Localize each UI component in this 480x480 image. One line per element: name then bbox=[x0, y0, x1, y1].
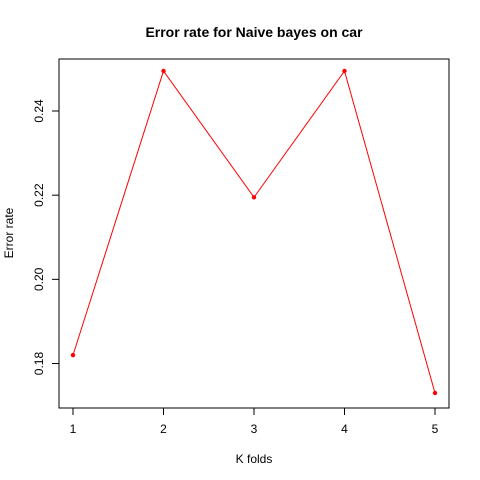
y-tick-label: 0.24 bbox=[32, 99, 46, 123]
x-tick-label: 3 bbox=[251, 422, 258, 436]
chart-title: Error rate for Naive bayes on car bbox=[145, 24, 363, 40]
x-axis: 1 2 3 4 5 bbox=[70, 408, 439, 436]
x-tick-label: 2 bbox=[160, 422, 167, 436]
y-axis: 0.18 0.20 0.22 0.24 bbox=[32, 99, 59, 375]
y-tick-label: 0.18 bbox=[32, 352, 46, 376]
y-axis-label: Error rate bbox=[2, 207, 16, 258]
data-point bbox=[161, 68, 166, 74]
x-tick-label: 5 bbox=[432, 422, 439, 436]
data-point bbox=[342, 68, 347, 74]
data-point bbox=[432, 390, 438, 396]
series-layer bbox=[70, 68, 438, 396]
x-tick-label: 1 bbox=[70, 422, 77, 436]
x-tick-label: 4 bbox=[341, 422, 348, 436]
data-point bbox=[251, 195, 257, 200]
series-line bbox=[72, 69, 436, 394]
data-point bbox=[70, 352, 76, 358]
y-tick-label: 0.20 bbox=[32, 267, 46, 291]
y-tick-label: 0.22 bbox=[32, 183, 46, 207]
x-axis-label: K folds bbox=[236, 452, 273, 466]
